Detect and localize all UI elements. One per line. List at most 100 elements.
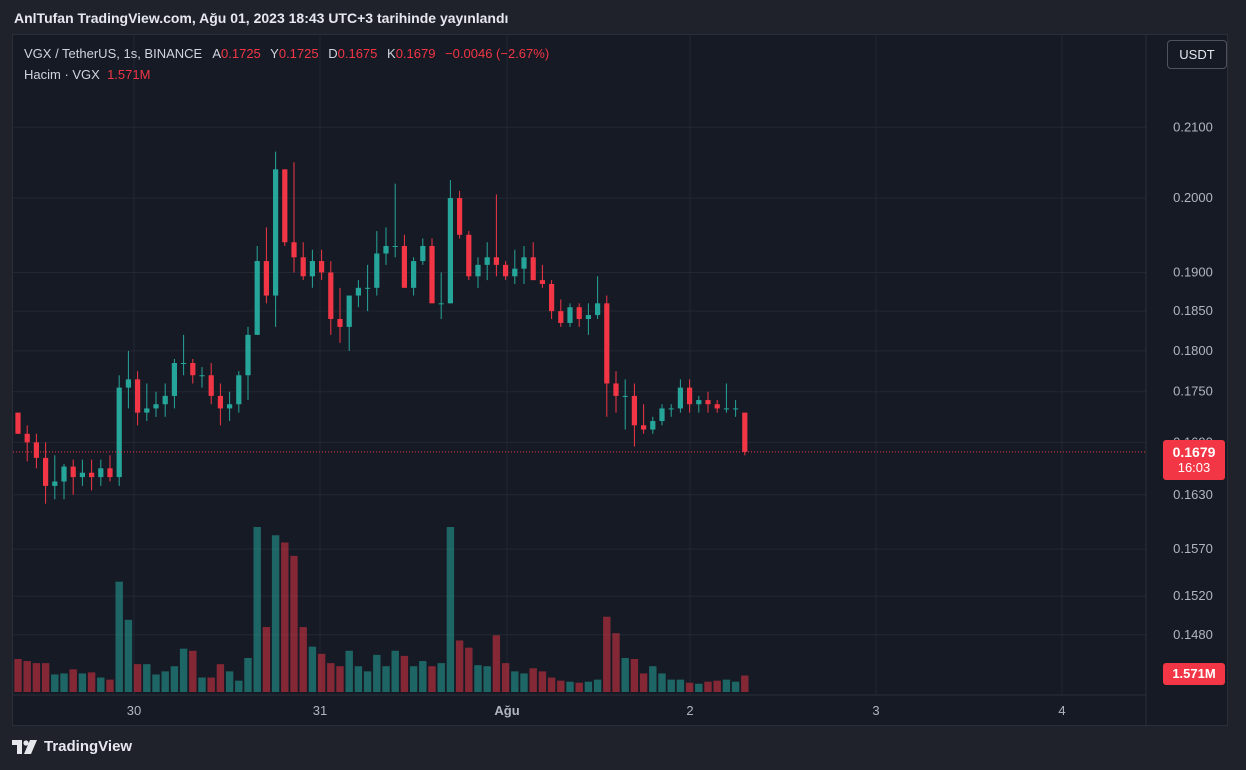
close-value: 0.1679	[395, 46, 436, 61]
close-label: K	[387, 46, 396, 61]
volume-bar	[290, 555, 298, 692]
volume-bar	[419, 661, 427, 692]
candle-body	[411, 261, 417, 288]
volume-bar	[455, 640, 464, 692]
open-value: 0.1725	[221, 46, 261, 61]
tradingview-brand: TradingView	[44, 738, 133, 755]
price-tick-label: 0.1630	[1173, 487, 1213, 502]
last-volume-tag: 1.571M	[1163, 663, 1225, 685]
candle-body	[337, 319, 343, 327]
volume-bar	[235, 680, 243, 692]
candle-body	[447, 198, 453, 304]
candle-body	[503, 264, 509, 277]
volume-bar	[593, 679, 602, 692]
volume-bar	[391, 650, 399, 692]
candlestick-chart[interactable]: 0.2100 0.2000 0.1900 0.1850 0.1800 0.1750 0.16…	[13, 35, 1229, 727]
volume-bar	[621, 657, 629, 692]
volume-bar	[60, 673, 68, 692]
volume-bar	[373, 654, 381, 692]
volume-bar	[299, 627, 307, 692]
candle-body	[254, 261, 260, 335]
candle-body	[401, 245, 407, 288]
volume-label[interactable]: Hacim · VGX	[24, 67, 100, 82]
candle-body	[199, 375, 205, 377]
volume-bar	[51, 674, 59, 692]
high-label: Y	[270, 46, 279, 61]
candle-body	[585, 315, 591, 320]
candle-body	[144, 408, 150, 413]
volume-bar	[253, 527, 261, 692]
candle-body	[438, 303, 444, 305]
candle-body	[466, 234, 472, 277]
volume-bar	[69, 669, 77, 692]
candle-body	[24, 433, 30, 443]
volume-bar	[207, 677, 215, 692]
volume-bar	[474, 665, 482, 692]
candle-body	[208, 375, 214, 396]
candle-body	[190, 363, 196, 376]
volume-bar	[41, 663, 50, 692]
candle-body	[549, 283, 555, 312]
volume-bar	[78, 673, 87, 692]
volume-bar	[161, 671, 169, 692]
volume-bar	[520, 673, 528, 692]
symbol-label[interactable]: VGX / TetherUS, 1s, BINANCE	[24, 46, 203, 61]
price-tick-label: 0.1850	[1173, 303, 1213, 318]
low-label: D	[328, 46, 338, 61]
volume-bar	[400, 655, 409, 692]
volume-bar	[262, 627, 271, 692]
currency-button[interactable]: USDT	[1167, 40, 1227, 69]
candle-body	[659, 408, 665, 422]
candle-body	[475, 264, 481, 277]
price-tick-label: 0.1750	[1173, 384, 1213, 399]
volume-bar	[695, 683, 703, 692]
candles	[15, 151, 748, 504]
tradingview-logo[interactable]: TradingView	[12, 738, 132, 755]
candle-body	[98, 468, 104, 478]
candle-body	[135, 379, 141, 413]
candle-body	[291, 242, 297, 258]
open-label: A	[212, 46, 222, 61]
chart-panel[interactable]: 0.2100 0.2000 0.1900 0.1850 0.1800 0.1750 0.16…	[12, 34, 1229, 727]
candle-body	[530, 257, 536, 281]
ohlc-legend: VGX / TetherUS, 1s, BINANCE A0.1725 Y0.1…	[24, 46, 549, 61]
volume-bar	[14, 659, 22, 692]
tradingview-icon	[12, 739, 37, 754]
candle-body	[641, 425, 647, 430]
high-value: 0.1725	[278, 46, 319, 61]
candle-body	[365, 287, 371, 289]
candle-body	[558, 311, 564, 323]
candle-body	[687, 387, 693, 405]
volume-legend: Hacim · VGX 1.571M	[24, 67, 150, 82]
bar-countdown: 16:03	[1177, 460, 1211, 475]
candle-body	[604, 303, 610, 384]
candle-body	[484, 257, 490, 265]
candle-body	[383, 245, 389, 254]
candle-body	[539, 280, 545, 284]
candle-body	[457, 198, 463, 235]
volume-bar	[529, 668, 537, 692]
volume-bar	[271, 535, 280, 692]
candle-body	[79, 472, 85, 478]
volume-bars	[14, 527, 749, 692]
volume-bar	[345, 650, 353, 692]
candle-body	[512, 268, 518, 277]
volume-bar	[603, 616, 611, 692]
candle-body	[171, 363, 177, 396]
volume-bar	[437, 663, 445, 692]
time-tick-label: 4	[1058, 703, 1065, 718]
candle-body	[668, 408, 674, 410]
volume-bar	[97, 677, 105, 692]
candle-body	[742, 412, 748, 452]
volume-bar	[143, 664, 151, 692]
volume-bar	[722, 679, 731, 692]
candle-body	[696, 400, 702, 405]
candle-body	[355, 287, 361, 296]
volume-bar	[566, 681, 574, 692]
volume-bar	[741, 675, 749, 692]
price-axis: 0.2100 0.2000 0.1900 0.1850 0.1800 0.1750 0.16…	[1173, 119, 1213, 641]
candle-body	[677, 387, 683, 409]
candle-body	[282, 169, 288, 243]
time-tick-label: 3	[872, 703, 879, 718]
candle-body	[622, 395, 628, 397]
